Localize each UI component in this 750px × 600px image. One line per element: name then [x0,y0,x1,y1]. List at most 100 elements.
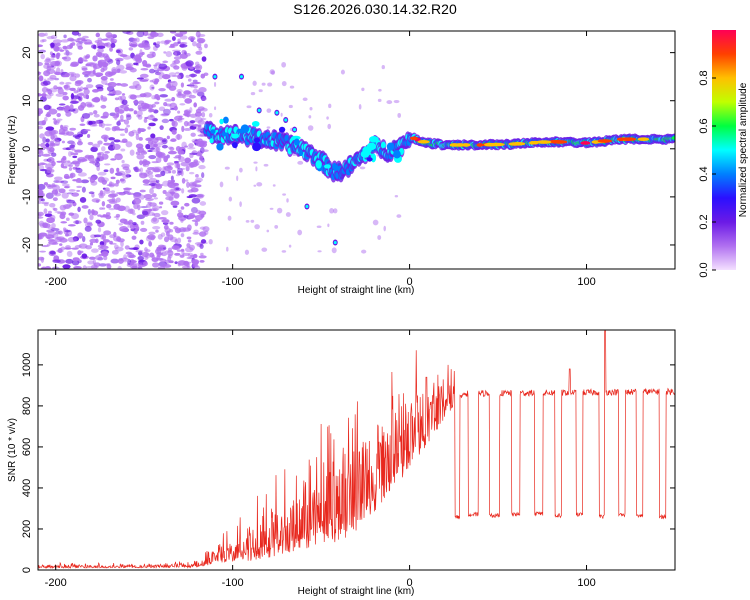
noise-speckle [173,192,180,199]
noise-speckle [62,264,71,269]
noise-speckle [89,242,94,246]
noise-speckle [186,181,190,188]
noise-speckle [106,204,112,209]
noise-speckle [70,151,74,155]
noise-speckle [46,68,56,75]
noise-speckle [153,64,158,67]
noise-speckle [188,94,196,99]
noise-speckle [71,148,76,151]
colorbar-tick-label: 0.4 [698,166,710,181]
noise-speckle [149,252,155,258]
noise-speckle [123,106,130,112]
noise-speckle [42,95,47,98]
noise-speckle [72,155,78,159]
noise-speckle [195,50,203,55]
noise-speckle [51,222,56,229]
noise-speckle [153,80,159,85]
noise-speckle [50,42,55,48]
noise-speckle [46,64,53,69]
noise-speckle [281,80,287,87]
noise-speckle [148,68,156,74]
noise-speckle [179,103,186,106]
trace-segment [284,134,290,142]
x-tick-label: -100 [222,577,244,589]
noise-speckle [110,158,117,161]
noise-speckle [104,83,112,86]
noise-speckle [184,98,193,104]
trace-blob [275,111,279,115]
noise-speckle [177,209,182,213]
trace-blob [210,129,216,134]
noise-speckle [74,73,81,78]
noise-speckle [151,166,160,173]
noise-speckle [103,230,112,236]
noise-speckle [38,148,43,155]
noise-speckle [72,236,80,242]
noise-speckle [91,248,99,253]
noise-speckle [62,45,68,50]
noise-speckle [60,180,69,184]
noise-speckle [396,214,402,218]
trace-blob [393,150,401,159]
noise-speckle [139,160,143,166]
noise-speckle [386,100,393,105]
noise-speckle [183,260,190,266]
noise-speckle [116,236,122,242]
noise-speckle [108,137,115,141]
noise-speckle [51,189,59,195]
noise-speckle [38,32,46,37]
noise-speckle [176,237,182,244]
noise-speckle [134,168,141,173]
noise-speckle [89,214,94,221]
noise-speckle [45,138,50,143]
noise-speckle [201,112,206,118]
noise-speckle [82,265,87,269]
noise-speckle [77,172,87,177]
noise-speckle [50,54,57,59]
spectrogram-noise-region [38,31,402,269]
noise-speckle [184,145,189,148]
noise-speckle [69,43,74,49]
noise-speckle [44,58,52,64]
noise-speckle [133,197,142,205]
noise-speckle [168,170,172,174]
noise-speckle [177,117,185,120]
noise-speckle [156,183,161,186]
y-tick-label: 10 [21,95,33,107]
noise-speckle [43,146,50,149]
spectrogram-y-label: Frequency (Hz) [7,116,18,185]
noise-speckle [65,245,71,249]
noise-speckle [198,141,208,148]
noise-speckle [103,169,109,173]
noise-speckle [137,146,145,153]
noise-speckle [55,180,65,183]
noise-speckle [162,166,167,173]
noise-speckle [180,248,185,252]
spectrogram-x-label: Height of straight line (km) [298,285,415,296]
noise-speckle [185,74,191,79]
noise-speckle [135,134,140,141]
noise-speckle [372,219,379,226]
trace-blob [366,157,373,162]
noise-speckle [59,243,63,246]
noise-speckle [110,258,120,264]
noise-speckle [118,128,125,131]
noise-speckle [194,61,200,66]
trace-peak [597,139,613,143]
noise-speckle [168,260,174,264]
noise-speckle [192,79,198,83]
noise-speckle [128,85,138,89]
noise-speckle [329,208,334,214]
noise-speckle [69,104,74,110]
noise-speckle [146,211,155,216]
noise-speckle [135,57,142,62]
noise-speckle [145,235,152,242]
noise-speckle [42,80,51,86]
noise-speckle [84,154,91,159]
noise-speckle [116,59,121,66]
y-tick-label: 600 [21,438,33,456]
colorbar-tick-label: 0.8 [698,70,710,85]
noise-speckle [76,185,83,189]
noise-speckle [117,205,126,212]
